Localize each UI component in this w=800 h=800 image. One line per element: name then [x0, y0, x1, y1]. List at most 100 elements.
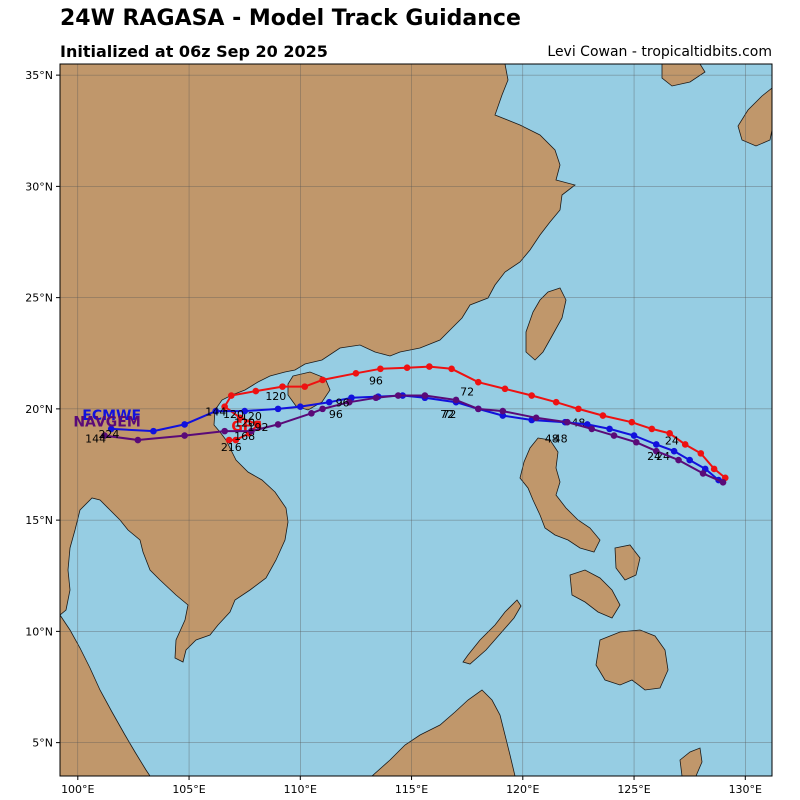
land-layer — [60, 64, 772, 776]
track-point — [686, 456, 693, 464]
track-point — [308, 410, 315, 417]
credit-text: Levi Cowan - tropicaltidbits.com — [547, 44, 772, 60]
forecast-hour-label: 24 — [647, 450, 661, 463]
track-point — [501, 385, 509, 393]
track-point — [452, 396, 460, 404]
plot-frame — [59, 63, 773, 777]
x-tick-label: 130°E — [729, 783, 762, 796]
x-tick-label: 110°E — [284, 783, 317, 796]
track-point — [653, 441, 660, 448]
land-borneo — [371, 689, 516, 776]
y-tick-label: 25°N — [25, 292, 53, 305]
track-point — [499, 407, 507, 415]
forecast-hour-label: 120 — [234, 417, 255, 430]
forecast-hour-label: 96 — [336, 397, 350, 410]
track-point — [319, 405, 326, 413]
init-time-subtitle: Initialized at 06z Sep 20 2025 — [60, 42, 328, 61]
track-point — [588, 425, 596, 433]
track-point — [279, 383, 286, 390]
track-point — [628, 418, 636, 426]
track-point — [101, 432, 108, 439]
track-point — [228, 392, 235, 399]
forecast-hour-label: 48 — [554, 432, 568, 445]
x-tick-label: 125°E — [617, 783, 650, 796]
track-point — [528, 392, 535, 399]
track-point — [681, 441, 689, 448]
track-point — [254, 421, 262, 428]
forecast-hour-label: 192 — [248, 421, 269, 434]
chart-title: 24W RAGASA - Model Track Guidance — [60, 6, 521, 31]
track-point — [377, 365, 384, 373]
y-tick-label: 20°N — [25, 403, 53, 416]
track-point — [697, 450, 705, 457]
track-point — [606, 425, 613, 433]
track-point — [232, 436, 240, 444]
track-point — [403, 364, 411, 372]
land-malay-peninsula — [60, 614, 151, 776]
land-taiwan — [525, 287, 567, 361]
track-point — [221, 403, 228, 410]
track-point — [552, 398, 560, 406]
land-mindanao — [595, 629, 669, 691]
track-point — [325, 398, 333, 406]
track-point — [448, 365, 455, 373]
track-point — [719, 479, 727, 486]
track-point — [301, 383, 309, 390]
track-point — [632, 438, 640, 446]
track-point — [648, 425, 656, 433]
x-tick-label: 115°E — [395, 783, 428, 796]
track-point — [372, 394, 380, 402]
track-point — [575, 405, 582, 413]
track-point — [297, 403, 304, 410]
forecast-hour-label: 144 — [85, 432, 106, 445]
track-point — [241, 407, 248, 415]
y-tick-label: 10°N — [25, 625, 53, 638]
track-point — [225, 436, 233, 444]
model-name-label: NAVGEM — [73, 415, 140, 431]
track-point — [584, 421, 591, 428]
track-point — [274, 421, 282, 428]
track-point — [475, 378, 482, 386]
track-point — [610, 432, 618, 439]
track-point — [675, 456, 682, 464]
forecast-hour-label: 72 — [460, 386, 474, 399]
land-palawan — [462, 599, 522, 665]
track-point — [564, 418, 571, 426]
track-point — [345, 398, 353, 406]
y-tick-label: 15°N — [25, 514, 53, 527]
forecast-hour-label: 120 — [223, 408, 244, 421]
track-point — [699, 470, 707, 477]
land-visayas — [569, 569, 621, 619]
model-name-label: ECMWF — [82, 408, 141, 424]
y-tick-label: 35°N — [25, 69, 53, 82]
forecast-hour-label: 48 — [545, 432, 559, 445]
track-point — [599, 412, 607, 419]
track-point — [248, 427, 255, 435]
track-point — [181, 421, 188, 428]
track-point — [319, 376, 326, 384]
track-point — [670, 447, 678, 455]
lat-lon-grid — [60, 64, 772, 776]
track-point — [666, 430, 673, 437]
forecast-hour-label: 96 — [329, 408, 343, 421]
track-point — [532, 414, 540, 422]
track-point — [107, 425, 115, 433]
track-line-navgem — [104, 394, 724, 484]
track-point — [252, 387, 260, 395]
track-point — [394, 392, 402, 399]
land-samar — [614, 544, 641, 581]
forecast-hour-label: 216 — [221, 441, 242, 454]
track-point — [181, 432, 188, 439]
y-tick-label: 30°N — [25, 180, 53, 193]
track-point — [426, 363, 433, 370]
land-sulawesi — [679, 747, 703, 776]
track-point — [221, 427, 228, 435]
track-point — [134, 436, 142, 444]
track-point — [630, 432, 638, 439]
forecast-hour-label: 224 — [98, 428, 119, 441]
forecast-hour-label: 144 — [205, 406, 226, 419]
track-point — [653, 447, 660, 455]
forecast-hour-label: 72 — [442, 408, 456, 421]
